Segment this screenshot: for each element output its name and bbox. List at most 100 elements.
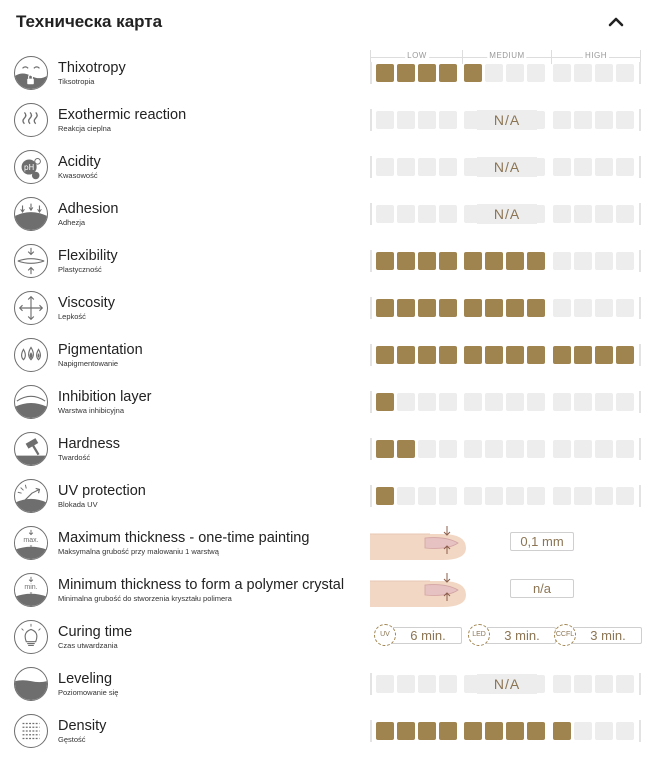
- not-applicable-label: N/A: [477, 110, 537, 130]
- rating-square: [397, 722, 415, 740]
- property-row: pH Acidity Kwasowość N/A: [0, 144, 652, 191]
- rating-square: [418, 675, 436, 693]
- rating-square: [464, 722, 482, 740]
- rating-square: [418, 64, 436, 82]
- property-subtitle: Warstwa inhibicyjna: [58, 406, 124, 415]
- rating-square: [397, 487, 415, 505]
- rating-square: [439, 64, 457, 82]
- rating-bar: N/A: [370, 109, 641, 131]
- rating-square: [595, 675, 613, 693]
- rating-square: [616, 393, 634, 411]
- rating-bar: [370, 485, 641, 507]
- rating-square: [506, 64, 524, 82]
- property-row: Leveling Poziomowanie się N/A: [0, 661, 652, 708]
- curing-time-value: 6 min.: [386, 627, 462, 644]
- rating-square: [506, 299, 524, 317]
- lamp-type-badge: LED: [468, 624, 490, 646]
- rating-square: [574, 111, 592, 129]
- rating-bar: [370, 344, 641, 366]
- property-name: Thixotropy: [58, 60, 126, 76]
- rating-square: [553, 64, 571, 82]
- property-subtitle: Reakcja cieplna: [58, 124, 111, 133]
- rating-bar: [370, 391, 641, 413]
- rating-square: [553, 299, 571, 317]
- rating-square: [553, 440, 571, 458]
- rating-square: [574, 299, 592, 317]
- lamp-icon: [14, 620, 48, 654]
- property-subtitle: Adhezja: [58, 218, 86, 227]
- svg-text:pH: pH: [24, 163, 34, 172]
- rating-bar: [370, 720, 641, 742]
- not-applicable-label: N/A: [477, 674, 537, 694]
- property-subtitle: Kwasowość: [58, 171, 98, 180]
- rating-square: [595, 158, 613, 176]
- rating-square: [376, 722, 394, 740]
- property-row: Flexibility Plastyczność: [0, 238, 652, 285]
- rating-bar: [370, 438, 641, 460]
- rating-square: [418, 158, 436, 176]
- property-subtitle: Czas utwardzania: [58, 641, 118, 650]
- property-subtitle: Blokada UV: [58, 500, 98, 509]
- rating-square: [616, 111, 634, 129]
- max-thickness-icon: max.: [14, 526, 48, 560]
- rating-square: [527, 346, 545, 364]
- rating-square: [439, 111, 457, 129]
- rating-square: [553, 111, 571, 129]
- rating-square: [397, 111, 415, 129]
- rating-bar: N/A: [370, 156, 641, 178]
- rating-square: [376, 675, 394, 693]
- rating-square: [464, 487, 482, 505]
- rating-square: [485, 393, 503, 411]
- curing-time-led: 3 min. LED: [468, 624, 556, 646]
- scale-medium-label: MEDIUM: [487, 51, 527, 60]
- rating-square: [439, 158, 457, 176]
- property-row: UV protection Blokada UV: [0, 473, 652, 520]
- property-name: Flexibility: [58, 248, 118, 264]
- leveling-icon: [14, 667, 48, 701]
- rating-square: [418, 252, 436, 270]
- scale-low-label: LOW: [405, 51, 429, 60]
- property-subtitle: Lepkość: [58, 312, 86, 321]
- rating-square: [527, 440, 545, 458]
- property-row: max. Maximum thickness - one-time paintin…: [0, 520, 652, 567]
- rating-square: [439, 252, 457, 270]
- rating-square: [485, 487, 503, 505]
- uv-protection-icon: [14, 479, 48, 513]
- rating-square: [595, 252, 613, 270]
- rating-square: [376, 252, 394, 270]
- rating-square: [616, 440, 634, 458]
- property-row: Curing time Czas utwardzania 6 min. UV 3 min…: [0, 614, 652, 661]
- rating-square: [595, 487, 613, 505]
- property-subtitle: Poziomowanie się: [58, 688, 119, 697]
- curing-time-uv: 6 min. UV: [374, 624, 462, 646]
- scale-high-label: HIGH: [583, 51, 609, 60]
- property-name: Acidity: [58, 154, 101, 170]
- rating-square: [616, 346, 634, 364]
- not-applicable-label: N/A: [477, 204, 537, 224]
- rating-square: [574, 158, 592, 176]
- rating-square: [485, 346, 503, 364]
- property-subtitle: Maksymalna grubość przy malowaniu 1 wars…: [58, 547, 219, 556]
- rating-square: [574, 722, 592, 740]
- rating-square: [439, 440, 457, 458]
- property-row: min. Minimum thickness to form a polymer …: [0, 567, 652, 614]
- property-row: Exothermic reaction Reakcja cieplna N/A: [0, 97, 652, 144]
- rating-square: [397, 252, 415, 270]
- rating-square: [439, 675, 457, 693]
- rating-square: [616, 675, 634, 693]
- icon-caption: min.: [15, 584, 47, 592]
- rating-square: [376, 158, 394, 176]
- collapse-button[interactable]: [604, 12, 628, 32]
- property-subtitle: Twardość: [58, 453, 91, 462]
- rating-square: [574, 346, 592, 364]
- inhibition-layer-icon: [14, 385, 48, 419]
- page-title: Техническа карта: [16, 12, 163, 31]
- rating-square: [397, 393, 415, 411]
- finger-nail-illustration: [370, 524, 470, 562]
- ph-icon: pH: [14, 150, 48, 184]
- rating-square: [574, 440, 592, 458]
- rating-square: [397, 64, 415, 82]
- lamp-type-badge: UV: [374, 624, 396, 646]
- property-subtitle: Minimalna grubość do stworzenia kryształ…: [58, 594, 232, 603]
- chevron-up-icon: [608, 17, 624, 27]
